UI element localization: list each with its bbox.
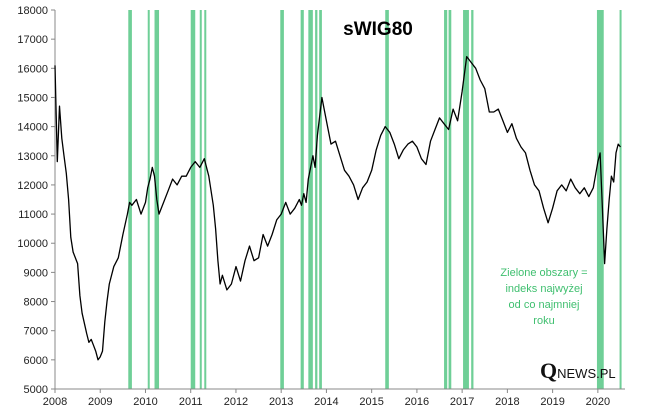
x-tick-label-3: 2011 (179, 396, 203, 408)
highlight-band-14 (463, 10, 469, 389)
y-tick-label-7: 12000 (17, 180, 48, 192)
x-tick-label-9: 2017 (450, 396, 474, 408)
y-tick-label-8: 13000 (17, 151, 48, 163)
y-tick-label-13: 18000 (17, 5, 48, 17)
annotation-line-2: indeks najwyżej (505, 283, 582, 295)
highlight-band-9 (315, 10, 318, 389)
y-tick-label-12: 17000 (17, 34, 48, 46)
annotation: Zielone obszary = indeks najwyżej od co … (500, 267, 587, 327)
highlight-band-11 (385, 10, 389, 389)
highlight-band-13 (448, 10, 452, 389)
annotation-line-1: Zielone obszary = (500, 267, 587, 279)
highlight-band-10 (319, 10, 322, 389)
annotation-line-3: od co najmniej (509, 299, 580, 311)
y-tick-label-0: 5000 (24, 384, 48, 396)
highlight-band-16 (596, 10, 604, 389)
x-tick-label-4: 2012 (224, 396, 248, 408)
x-tick-label-11: 2019 (540, 396, 564, 408)
x-tick-label-7: 2015 (359, 396, 383, 408)
highlight-band-1 (147, 10, 150, 389)
highlight-band-3 (190, 10, 196, 389)
highlight-band-15 (471, 10, 474, 389)
chart-title: sWIG80 (343, 19, 413, 40)
highlight-band-5 (204, 10, 207, 389)
y-tick-label-10: 15000 (17, 92, 48, 104)
x-tick-label-1: 2009 (88, 396, 112, 408)
x-tick-label-2: 2010 (133, 396, 157, 408)
logo-text: QNEWS.PL (540, 358, 616, 383)
highlight-band-6 (280, 10, 284, 389)
highlight-band-12 (444, 10, 448, 389)
x-tick-label-8: 2016 (405, 396, 429, 408)
x-tick-label-5: 2013 (269, 396, 293, 408)
x-tick-label-6: 2014 (314, 396, 338, 408)
annotation-line-4: roku (533, 315, 554, 327)
y-tick-label-3: 8000 (24, 297, 48, 309)
series-line-swig80 (54, 55, 622, 361)
highlight-band-4 (199, 10, 202, 389)
highlight-band-8 (308, 10, 313, 389)
y-tick-label-9: 14000 (17, 122, 48, 134)
x-tick-label-12: 2020 (586, 396, 610, 408)
y-tick-label-4: 9000 (24, 267, 48, 279)
y-tick-label-2: 7000 (24, 326, 48, 338)
highlight-periods (128, 10, 622, 389)
logo: QNEWS.PL (540, 358, 616, 383)
y-tick-label-1: 6000 (24, 355, 48, 367)
y-tick-label-11: 16000 (17, 63, 48, 75)
y-axis: 5000 6000 7000 8000 9000 10000 11000 12000 13000… (17, 5, 56, 396)
x-tick-label-10: 2018 (495, 396, 519, 408)
highlight-band-17 (619, 10, 622, 389)
highlight-band-0 (128, 10, 132, 389)
x-axis: 2008 2009 2010 2011 2012 2013 2014 2015 2016 2017… (43, 388, 625, 408)
y-tick-label-6: 11000 (18, 209, 48, 221)
y-tick-label-5: 10000 (17, 238, 48, 250)
x-tick-label-0: 2008 (43, 396, 67, 408)
